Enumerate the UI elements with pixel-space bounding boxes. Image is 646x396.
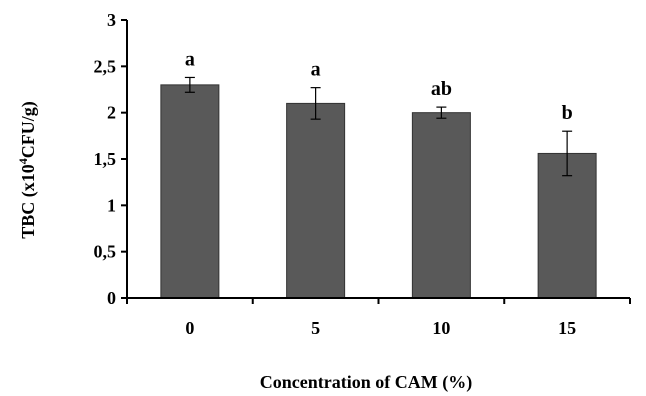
y-tick-label: 2,5 <box>94 56 117 76</box>
significance-labels: a a ab b <box>185 48 573 124</box>
y-axis-title-tail: CFU/g) <box>18 101 39 158</box>
x-tick-label: 15 <box>558 318 576 338</box>
x-tick-label: 10 <box>432 318 450 338</box>
significance-letter: a <box>311 59 321 81</box>
significance-letter: ab <box>431 78 452 100</box>
bar <box>286 102 346 299</box>
y-tick-label: 0,5 <box>94 242 117 262</box>
error-bars <box>184 76 573 177</box>
y-axis-title-main: TBC (x10 <box>18 164 39 239</box>
y-axis-title: TBC (x104CFU/g) <box>16 101 39 239</box>
bars <box>160 84 597 299</box>
x-axis-ticks: 0 5 10 15 <box>126 298 631 338</box>
y-tick-label: 0 <box>107 288 116 308</box>
y-tick-label: 3 <box>107 10 116 30</box>
significance-letter: a <box>185 48 195 70</box>
bar <box>411 112 471 299</box>
y-tick-label: 1 <box>107 195 116 215</box>
x-tick-label: 0 <box>185 318 194 338</box>
y-tick-label: 2 <box>107 103 116 123</box>
error-bar <box>184 76 195 93</box>
significance-letter: b <box>562 102 573 124</box>
x-tick-label: 5 <box>311 318 320 338</box>
error-bar <box>562 130 573 177</box>
y-axis-title-superscript: 4 <box>16 158 30 164</box>
y-tick-label: 1,5 <box>94 149 117 169</box>
x-axis-title: Concentration of CAM (%) <box>260 372 472 393</box>
error-bar <box>436 106 447 119</box>
y-axis-ticks: 0 0,5 1 1,5 2 2,5 3 <box>94 10 127 308</box>
error-bar <box>310 87 321 120</box>
bar <box>160 84 220 299</box>
